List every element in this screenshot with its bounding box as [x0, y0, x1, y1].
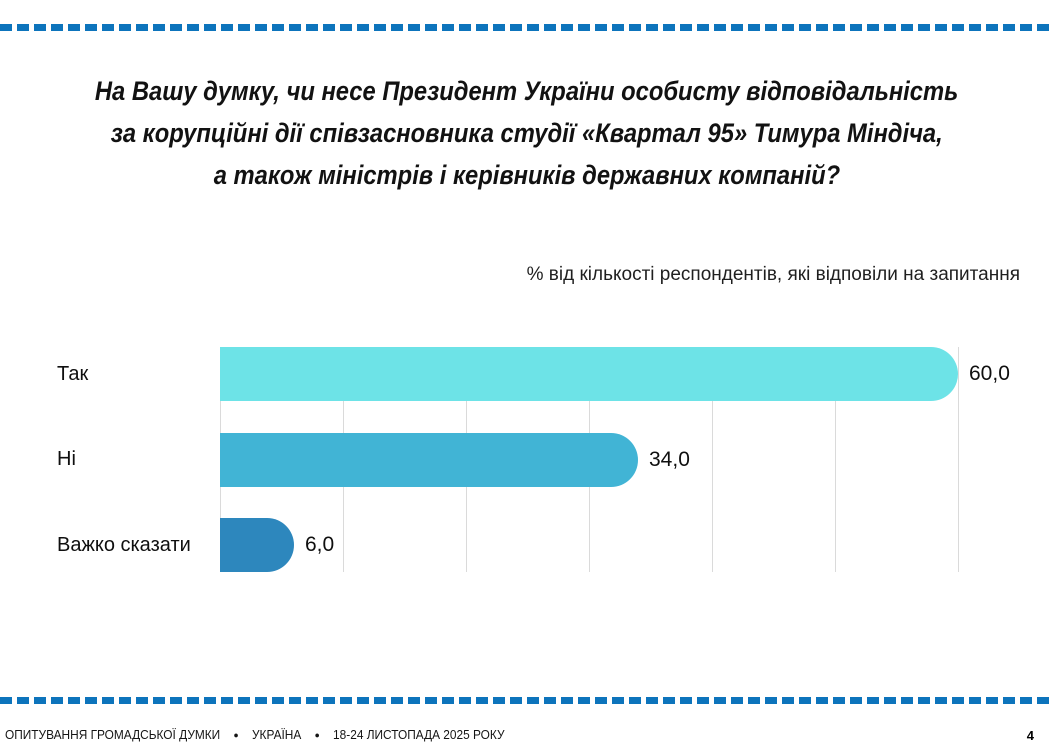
bottom-dashed-divider: [0, 697, 1054, 704]
category-label: Ні: [57, 448, 76, 470]
bar-value-label: 6,0: [305, 533, 335, 556]
bar: [220, 432, 638, 487]
bar-chart: Так 60,0 Ні 34,0 Важко сказати 6,0: [0, 347, 1054, 572]
bar-value-label: 34,0: [649, 447, 690, 471]
footer-bullet-icon: ●: [233, 730, 239, 740]
question-title-line-1: На Вашу думку, чи несе Президент України…: [95, 76, 959, 106]
chart-subtitle: % від кількості респондентів, які відпов…: [526, 264, 1020, 285]
bar: [220, 347, 958, 401]
bar-value-label: 60,0: [969, 362, 1010, 385]
page-number: 4: [1026, 728, 1034, 743]
question-title-line-2: за корупційні дії співзасновника студії …: [110, 118, 944, 148]
gridline: [712, 347, 713, 572]
bar: [220, 518, 294, 572]
gridline: [835, 347, 836, 572]
footer: ОПИТУВАННЯ ГРОМАДСЬКОЇ ДУМКИ ● УКРАЇНА ●…: [5, 728, 505, 742]
question-title-line-3: а також міністрів і керівників державних…: [213, 160, 841, 190]
category-label: Важко сказати: [57, 533, 191, 556]
gridline: [958, 347, 959, 572]
footer-country: УКРАЇНА: [251, 728, 302, 742]
footer-survey-label: ОПИТУВАННЯ ГРОМАДСЬКОЇ ДУМКИ: [5, 728, 221, 742]
top-dashed-divider: [0, 24, 1054, 31]
question-title: На Вашу думку, чи несе Президент України…: [0, 70, 1054, 196]
footer-bullet-icon: ●: [314, 730, 320, 740]
footer-date-range: 18-24 ЛИСТОПАДА 2025 РОКУ: [333, 728, 505, 742]
category-label: Так: [57, 362, 89, 385]
